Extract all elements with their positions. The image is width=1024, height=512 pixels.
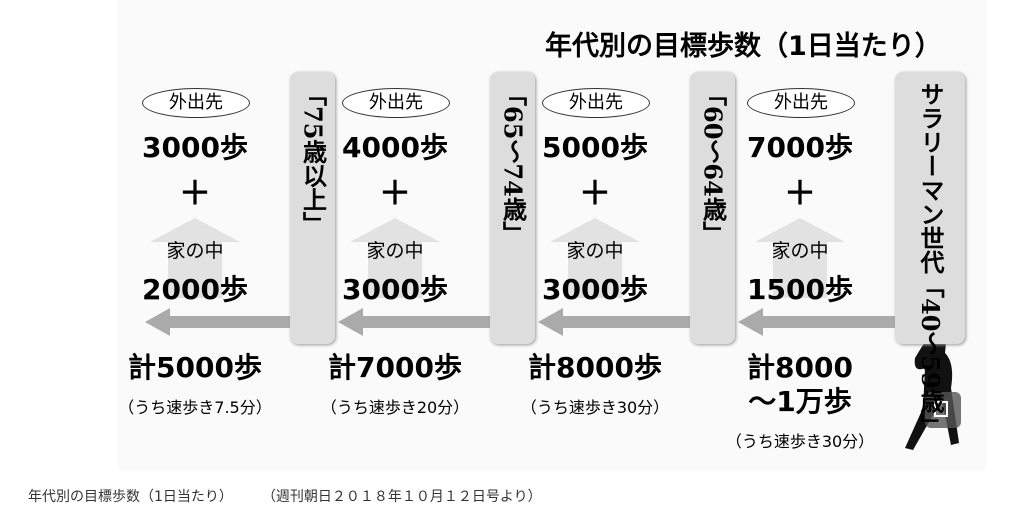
outing-badge: 外出先 <box>747 88 855 118</box>
copy-icon <box>934 401 948 417</box>
age-label: 「65～74歳」 <box>498 82 528 245</box>
plus: ＋ <box>378 174 412 212</box>
outing-badge: 外出先 <box>142 88 250 118</box>
infographic <box>118 0 986 470</box>
age-label: 「75歳以上」 <box>298 82 328 236</box>
total-steps: 計7000歩 <box>328 351 462 384</box>
age-label: サラリーマン世代 <box>916 82 945 274</box>
total-steps: 計8000歩 <box>528 351 662 384</box>
arrow <box>145 308 290 336</box>
age-label: 「40～59歳」 <box>916 274 945 437</box>
age-box: サラリーマン世代 「40～59歳」 <box>895 72 965 437</box>
outing-badge: 外出先 <box>542 88 650 118</box>
total-steps: 計5000歩 <box>128 351 262 384</box>
age-label: 「60～64歳」 <box>698 82 728 245</box>
brisk-note: （うち速歩き7.5分） <box>118 398 272 417</box>
home-label: 家の中 <box>771 240 829 262</box>
arrow <box>538 308 690 336</box>
brisk-note: （うち速歩き30分） <box>520 398 670 417</box>
caption: 年代別の目標歩数（1日当たり） （週刊朝日２０１８年１０月１２日号より） <box>28 486 542 506</box>
caption-source: （週刊朝日２０１８年１０月１２日号より） <box>268 489 542 505</box>
outing-steps: 7000歩 <box>747 131 853 164</box>
home-label: 家の中 <box>566 240 624 262</box>
home-label: 家の中 <box>366 240 424 262</box>
outing-steps: 5000歩 <box>542 131 648 164</box>
plus: ＋ <box>578 174 612 212</box>
home-label: 家の中 <box>166 240 224 262</box>
plus: ＋ <box>178 174 212 212</box>
home-steps: 2000歩 <box>142 273 248 306</box>
brisk-note: （うち速歩き30分） <box>725 432 875 451</box>
age-box: 「75歳以上」 <box>290 72 335 344</box>
outing-steps: 3000歩 <box>142 131 248 164</box>
caption-text: 年代別の目標歩数（1日当たり） <box>28 489 233 505</box>
home-steps: 3000歩 <box>342 273 448 306</box>
title: 年代別の目標歩数（1日当たり） <box>545 31 942 62</box>
outing-badge: 外出先 <box>342 88 450 118</box>
age-box: 「60～64歳」 <box>690 72 735 344</box>
outing-steps: 4000歩 <box>342 131 448 164</box>
home-steps: 1500歩 <box>747 273 853 306</box>
age-box: 「65～74歳」 <box>490 72 535 344</box>
total-steps: 計8000 <box>747 351 853 384</box>
brisk-note: （うち速歩き20分） <box>320 398 470 417</box>
arrow <box>338 308 490 336</box>
home-steps: 3000歩 <box>542 273 648 306</box>
total-steps: ～1万歩 <box>748 385 852 418</box>
arrow <box>738 308 895 336</box>
walking-person <box>905 323 959 450</box>
plus: ＋ <box>783 174 817 212</box>
